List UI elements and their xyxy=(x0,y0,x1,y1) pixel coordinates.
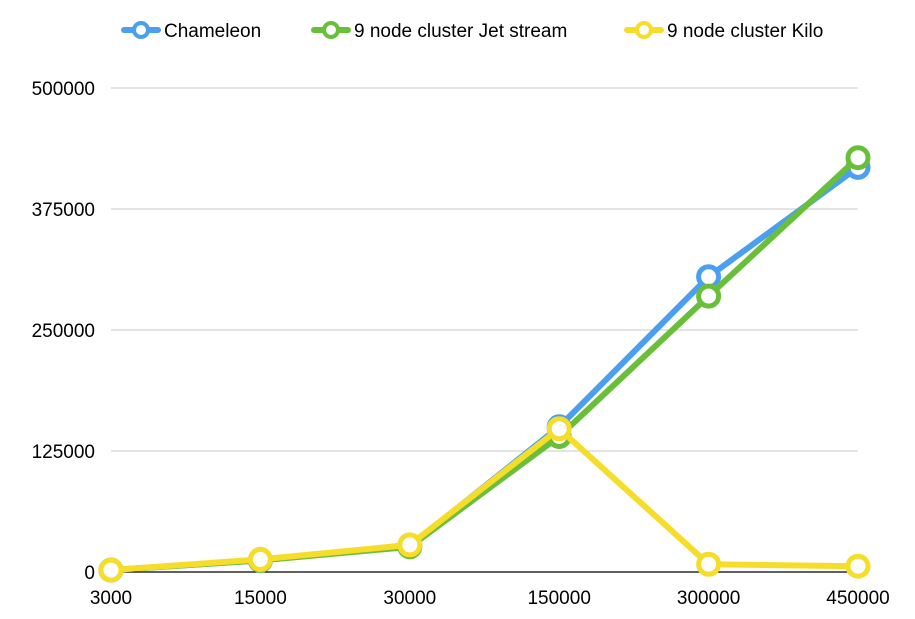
legend-marker-icon xyxy=(132,21,150,39)
y-tick-label: 250000 xyxy=(32,321,95,342)
x-tick-label: 150000 xyxy=(527,588,590,609)
legend-label: 9 node cluster Kilo xyxy=(667,21,823,42)
axes: 0 125000 250000 375000 500000 3000 15000 30000 1… xyxy=(32,79,890,609)
series-line xyxy=(108,154,861,574)
x-tick-label: 15000 xyxy=(234,588,287,609)
data-point xyxy=(98,557,124,583)
series-0 xyxy=(98,154,871,583)
y-tick-label: 500000 xyxy=(32,79,95,100)
y-tick-label: 375000 xyxy=(32,200,95,221)
data-point xyxy=(546,416,572,442)
legend-marker-icon xyxy=(322,21,340,39)
legend-item: 9 node cluster Jet stream xyxy=(311,21,567,42)
x-tick-label: 450000 xyxy=(826,588,889,609)
gridlines xyxy=(111,87,858,452)
series-lines xyxy=(98,145,871,583)
data-point xyxy=(696,551,722,577)
x-tick-label: 300000 xyxy=(677,588,740,609)
legend-marker-icon xyxy=(635,21,653,39)
series-line xyxy=(108,425,861,574)
x-tick-label: 30000 xyxy=(383,588,436,609)
data-point xyxy=(397,532,423,558)
legend-label: Chameleon xyxy=(164,21,261,42)
y-tick-label: 125000 xyxy=(32,442,95,463)
x-tick-label: 3000 xyxy=(90,588,132,609)
data-point xyxy=(696,283,722,309)
data-point xyxy=(247,546,273,572)
series-line xyxy=(108,164,861,574)
data-point xyxy=(845,145,871,171)
series-1 xyxy=(98,145,871,583)
y-tick-label: 0 xyxy=(84,563,95,584)
legend-item: Chameleon xyxy=(121,21,261,42)
legend: Chameleon 9 node cluster Jet stream 9 node… xyxy=(121,21,823,42)
series-2 xyxy=(98,416,871,583)
legend-item: 9 node cluster Kilo xyxy=(624,21,823,42)
legend-label: 9 node cluster Jet stream xyxy=(354,21,567,42)
data-point xyxy=(845,553,871,579)
